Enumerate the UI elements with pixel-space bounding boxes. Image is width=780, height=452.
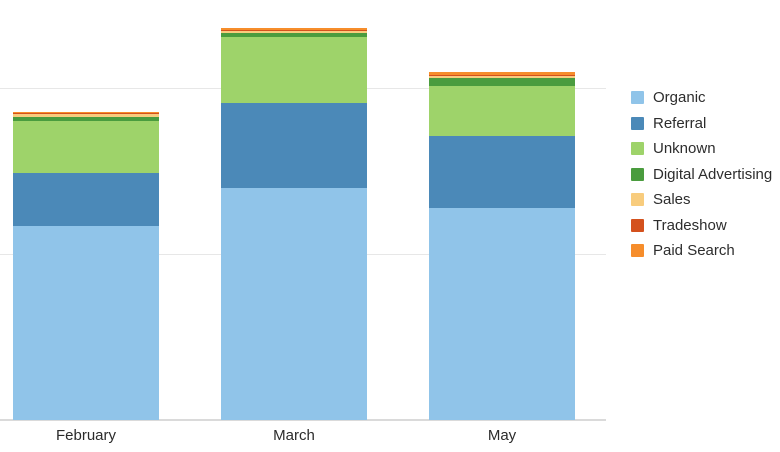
bar-segment-may-sales[interactable] xyxy=(429,76,575,79)
legend-swatch-unknown xyxy=(631,142,644,155)
legend-label-organic: Organic xyxy=(653,89,706,106)
legend-label-digital-advertising: Digital Advertising xyxy=(653,165,773,183)
legend-label-paid-search: Paid Search xyxy=(653,242,735,259)
x-axis-line xyxy=(0,419,606,421)
bar-segment-march-referral[interactable] xyxy=(221,102,367,188)
bar-segment-march-paid-search[interactable] xyxy=(221,28,367,30)
bar-segment-february-referral[interactable] xyxy=(13,172,159,226)
legend-label-referral: Referral xyxy=(653,114,707,132)
x-axis-label-february: February xyxy=(55,427,117,444)
bar-segment-february-sales[interactable] xyxy=(13,114,159,118)
legend-swatch-sales xyxy=(631,193,644,206)
bar-segment-may-paid-search[interactable] xyxy=(429,72,575,76)
bar-segment-february-paid-search[interactable] xyxy=(13,111,159,114)
legend-item-sales[interactable]: Sales xyxy=(631,192,772,207)
x-axis-label-may: May xyxy=(487,427,517,444)
bar-march xyxy=(221,0,367,420)
legend-item-tradeshow[interactable]: Tradeshow xyxy=(631,218,772,233)
x-axis-label-march: March xyxy=(273,427,315,444)
legend-swatch-organic xyxy=(631,91,644,104)
legend-label-unknown: Unknown xyxy=(653,140,716,157)
bar-segment-february-digital-advertising[interactable] xyxy=(13,117,159,122)
legend: Organic Referral Unknown Digital Advertisin… xyxy=(631,90,772,258)
legend-swatch-tradeshow xyxy=(631,218,644,232)
bar-segment-may-unknown[interactable] xyxy=(429,86,575,137)
bar-segment-march-sales[interactable] xyxy=(221,30,367,34)
bar-segment-may-organic[interactable] xyxy=(429,207,575,420)
bar-segment-may-tradeshow[interactable] xyxy=(429,75,575,77)
bar-segment-march-digital-advertising[interactable] xyxy=(221,33,367,37)
bar-segment-march-tradeshow[interactable] xyxy=(221,29,367,31)
legend-item-paid-search[interactable]: Paid Search xyxy=(631,243,772,258)
legend-swatch-digital-advertising xyxy=(631,167,644,181)
bar-segment-february-tradeshow[interactable] xyxy=(13,113,159,115)
legend-swatch-paid-search xyxy=(631,244,644,257)
legend-swatch-referral xyxy=(631,116,644,130)
legend-item-organic[interactable]: Organic xyxy=(631,90,772,105)
bar-segment-march-organic[interactable] xyxy=(221,187,367,420)
legend-label-sales: Sales xyxy=(653,191,691,208)
bar-segment-may-referral[interactable] xyxy=(429,136,575,208)
bar-may xyxy=(429,0,575,420)
legend-item-referral[interactable]: Referral xyxy=(631,116,772,131)
bar-segment-february-organic[interactable] xyxy=(13,225,159,420)
bar-segment-march-unknown[interactable] xyxy=(221,36,367,103)
bar-february xyxy=(13,0,159,420)
legend-item-digital-advertising[interactable]: Digital Advertising xyxy=(631,167,772,182)
bar-segment-february-unknown[interactable] xyxy=(13,121,159,173)
legend-label-tradeshow: Tradeshow xyxy=(653,216,727,234)
legend-item-unknown[interactable]: Unknown xyxy=(631,141,772,156)
bar-segment-may-digital-advertising[interactable] xyxy=(429,78,575,87)
